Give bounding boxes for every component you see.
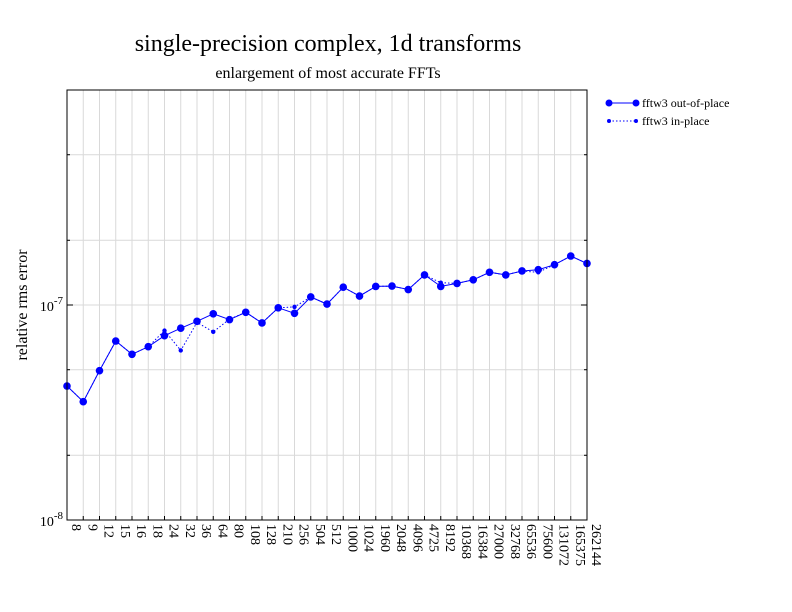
x-tick-label: 512 bbox=[328, 524, 343, 545]
data-point bbox=[519, 268, 525, 274]
x-tick-label: 15 bbox=[117, 524, 132, 538]
x-tick-label: 256 bbox=[296, 524, 311, 545]
data-point bbox=[113, 338, 118, 344]
x-tick-label: 65536 bbox=[523, 524, 538, 559]
data-point bbox=[552, 262, 557, 267]
data-point bbox=[406, 287, 411, 292]
x-tick-label: 131072 bbox=[556, 524, 571, 566]
x-tick-label: 9 bbox=[84, 524, 99, 531]
data-point bbox=[324, 301, 330, 307]
y-axis-label: relative rms error bbox=[14, 249, 31, 361]
data-point bbox=[259, 320, 265, 326]
data-point bbox=[422, 272, 427, 278]
x-tick-label: 504 bbox=[312, 524, 327, 545]
data-point bbox=[471, 277, 476, 282]
x-tick-label: 32 bbox=[182, 524, 197, 538]
data-point bbox=[160, 331, 169, 340]
chart-title: single-precision complex, 1d transforms bbox=[135, 31, 522, 57]
data-point bbox=[536, 270, 541, 275]
x-tick-label: 8192 bbox=[442, 524, 457, 552]
data-point bbox=[568, 253, 573, 259]
x-tick-label: 108 bbox=[247, 524, 262, 545]
legend-label: fftw3 out-of-place bbox=[642, 96, 729, 110]
y-tick-label: 10-8 bbox=[40, 510, 64, 530]
x-tick-label: 10368 bbox=[458, 524, 473, 559]
legend-marker bbox=[634, 119, 638, 123]
data-point bbox=[503, 272, 508, 278]
y-tick-label: 10-7 bbox=[40, 295, 64, 315]
data-point bbox=[436, 282, 445, 291]
x-tick-label: 210 bbox=[279, 524, 294, 545]
data-point bbox=[194, 320, 200, 325]
x-tick-label: 27000 bbox=[491, 524, 506, 559]
x-tick-label: 8 bbox=[68, 524, 83, 531]
data-point bbox=[308, 294, 313, 300]
x-tick-label: 16 bbox=[133, 524, 148, 538]
chart-subtitle: enlargement of most accurate FFTs bbox=[215, 65, 440, 82]
data-point bbox=[373, 284, 378, 289]
x-tick-label: 1024 bbox=[361, 524, 376, 552]
x-tick-label: 1960 bbox=[377, 524, 392, 552]
tick-layer: 8 9 12 15 16 18 24 32 36 64 80 108 128 210 256 504 512 10… bbox=[40, 154, 603, 566]
x-tick-label: 36 bbox=[198, 524, 213, 538]
x-tick-label: 2048 bbox=[393, 524, 408, 552]
x-tick-label: 24 bbox=[166, 524, 181, 538]
x-tick-label: 12 bbox=[101, 524, 116, 538]
legend-marker bbox=[605, 99, 613, 107]
x-tick-label: 75600 bbox=[539, 524, 554, 559]
data-point bbox=[243, 310, 248, 315]
data-point bbox=[290, 309, 299, 318]
data-point bbox=[276, 305, 281, 311]
data-point bbox=[487, 270, 492, 275]
x-tick-label: 165375 bbox=[572, 524, 587, 566]
x-tick-label: 1000 bbox=[344, 524, 359, 552]
data-point bbox=[357, 293, 362, 299]
data-point bbox=[176, 324, 185, 332]
series-layer bbox=[63, 252, 591, 406]
data-point bbox=[227, 316, 232, 322]
x-tick-label: 32768 bbox=[507, 524, 522, 559]
x-tick-label: 64 bbox=[214, 524, 229, 538]
data-point bbox=[292, 304, 297, 310]
data-point bbox=[209, 310, 218, 318]
x-tick-label: 4725 bbox=[426, 524, 441, 552]
x-tick-label: 262144 bbox=[588, 524, 603, 566]
x-tick-label: 4096 bbox=[409, 524, 424, 552]
data-point bbox=[389, 283, 395, 289]
x-tick-label: 16384 bbox=[474, 524, 489, 559]
x-tick-label: 80 bbox=[231, 524, 246, 538]
data-point bbox=[129, 352, 135, 357]
legend-label: fftw3 in-place bbox=[642, 114, 709, 128]
data-point bbox=[162, 328, 167, 333]
data-point bbox=[81, 399, 86, 404]
data-point bbox=[341, 285, 346, 290]
data-point bbox=[97, 368, 102, 373]
x-tick-label: 128 bbox=[263, 524, 278, 545]
data-point bbox=[146, 344, 151, 349]
series-in-place bbox=[64, 253, 590, 404]
legend: fftw3 out-of-place fftw3 in-place bbox=[605, 96, 729, 128]
x-tick-label: 18 bbox=[149, 524, 164, 538]
data-point bbox=[211, 329, 216, 335]
data-point bbox=[438, 280, 443, 285]
legend-marker bbox=[607, 119, 611, 123]
legend-marker bbox=[632, 99, 640, 107]
data-point bbox=[178, 348, 183, 353]
data-point bbox=[454, 281, 460, 286]
